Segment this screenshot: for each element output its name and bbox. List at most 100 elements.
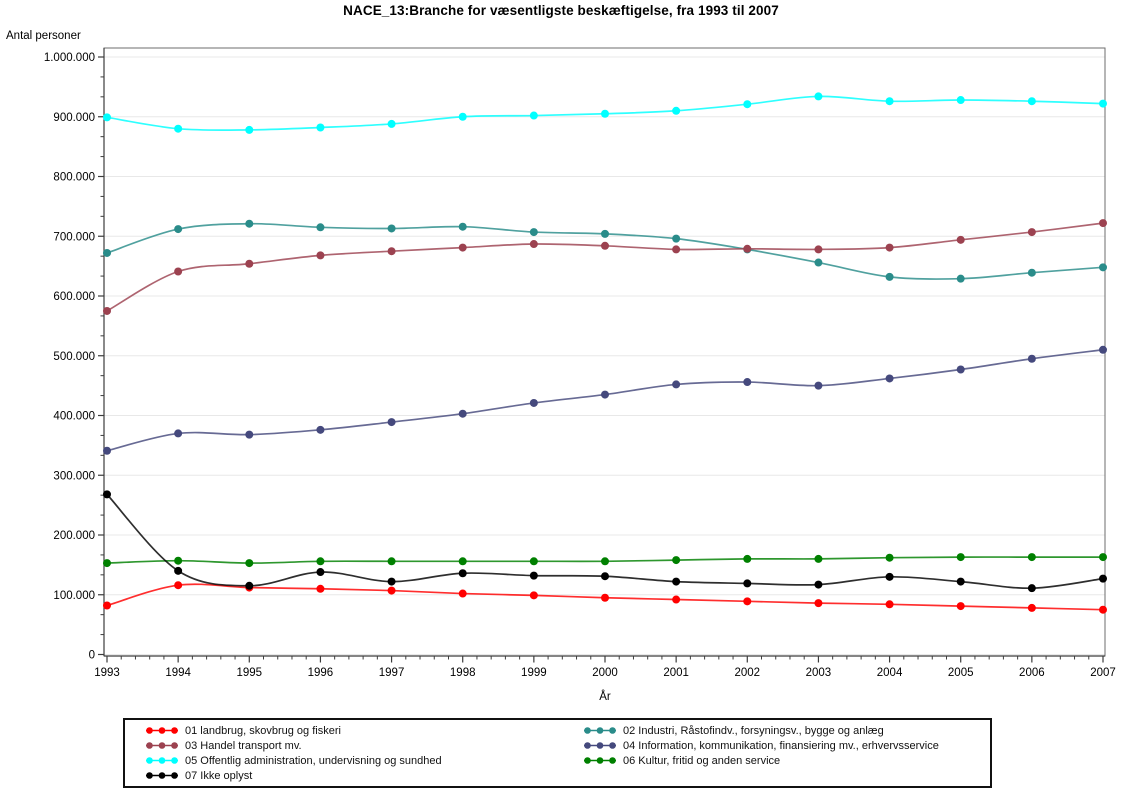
data-point <box>672 245 681 254</box>
legend-item-04: 04 Information, kommunikation, finansier… <box>583 739 990 753</box>
data-point <box>885 553 894 562</box>
data-point <box>245 125 254 134</box>
y-tick-label: 1.000.000 <box>44 52 95 64</box>
data-point <box>814 554 823 563</box>
series-06 <box>103 553 1107 568</box>
data-point <box>245 430 254 439</box>
data-point <box>103 559 111 568</box>
data-point <box>529 591 538 600</box>
data-point <box>458 409 467 418</box>
legend-marker-icon <box>146 742 178 749</box>
data-point <box>316 251 325 260</box>
data-point <box>174 556 183 565</box>
data-point <box>387 247 396 256</box>
data-point <box>956 602 965 611</box>
data-point <box>743 597 752 606</box>
data-point <box>316 223 325 232</box>
data-point <box>245 259 254 268</box>
x-tick-label: 1993 <box>94 667 120 679</box>
data-point <box>316 584 325 593</box>
y-tick-label: 900.000 <box>53 112 95 124</box>
y-tick-label: 700.000 <box>53 231 95 243</box>
x-tick-label: 1998 <box>450 667 476 679</box>
data-point <box>956 553 965 562</box>
x-tick-label: 2004 <box>877 667 903 679</box>
legend-label: 05 Offentlig administration, undervisnin… <box>185 754 442 767</box>
data-point <box>1027 354 1036 363</box>
data-point <box>672 556 681 565</box>
x-tick-label: 1994 <box>165 667 191 679</box>
legend-item-03: 03 Handel transport mv. <box>145 739 583 753</box>
legend-marker-icon <box>146 772 178 779</box>
series-01 <box>103 581 1107 614</box>
legend-label: 01 landbrug, skovbrug og fiskeri <box>185 724 341 737</box>
legend-label: 07 Ikke oplyst <box>185 769 253 782</box>
data-point <box>103 601 111 610</box>
data-point <box>529 240 538 249</box>
legend-label: 06 Kultur, fritid og anden service <box>623 754 781 767</box>
data-point <box>601 229 609 238</box>
legend-marker-icon <box>146 727 178 734</box>
data-point <box>601 390 609 399</box>
data-point <box>245 559 254 568</box>
data-point <box>387 418 396 427</box>
x-tick-label: 2000 <box>592 667 618 679</box>
data-point <box>458 557 467 566</box>
data-point <box>1099 574 1107 583</box>
data-point <box>956 96 965 105</box>
data-point <box>1027 603 1036 612</box>
data-point <box>672 577 681 586</box>
data-point <box>1027 553 1036 562</box>
data-point <box>743 579 752 588</box>
y-axis-ticks: 0 100.000 200.000 300.000 400.000 500.000 600.… <box>44 52 104 662</box>
legend-marker-icon <box>146 757 178 764</box>
data-point <box>743 100 752 109</box>
data-point <box>1027 97 1036 106</box>
data-point <box>1027 584 1036 593</box>
data-point <box>956 577 965 586</box>
data-point <box>458 112 467 121</box>
data-point <box>387 119 396 128</box>
data-point <box>601 572 609 581</box>
data-point <box>885 243 894 252</box>
legend-item-02: 02 Industri, Råstofindv., forsyningsv., … <box>583 724 990 738</box>
data-point <box>458 569 467 578</box>
legend: 01 landbrug, skovbrug og fiskeri 02 Indu… <box>123 718 992 788</box>
data-point <box>814 245 823 254</box>
data-point <box>245 219 254 228</box>
data-point <box>316 425 325 434</box>
data-point <box>885 272 894 281</box>
y-tick-label: 600.000 <box>53 291 95 303</box>
data-point <box>529 398 538 407</box>
data-point <box>1099 263 1107 272</box>
data-point <box>601 593 609 602</box>
data-point <box>174 124 183 133</box>
data-point <box>387 586 396 595</box>
data-point <box>814 599 823 608</box>
data-point <box>814 92 823 101</box>
data-point <box>1027 268 1036 277</box>
data-point <box>174 267 183 276</box>
x-tick-label: 1995 <box>236 667 262 679</box>
legend-item-05: 05 Offentlig administration, undervisnin… <box>145 754 583 768</box>
data-point <box>103 113 111 122</box>
data-point <box>529 111 538 120</box>
x-tick-label: 1997 <box>379 667 405 679</box>
data-point <box>458 222 467 231</box>
data-point <box>1099 99 1107 108</box>
data-point <box>672 595 681 604</box>
y-tick-label: 500.000 <box>53 351 95 363</box>
series-line <box>106 348 1104 452</box>
data-point <box>174 581 183 590</box>
data-point <box>743 378 752 387</box>
x-tick-label: 1999 <box>521 667 547 679</box>
data-point <box>672 106 681 115</box>
data-point <box>1099 553 1107 562</box>
legend-item-07: 07 Ikke oplyst <box>145 769 583 783</box>
data-point <box>316 123 325 132</box>
data-point <box>529 571 538 580</box>
y-tick-label: 200.000 <box>53 530 95 542</box>
data-point <box>316 568 325 577</box>
